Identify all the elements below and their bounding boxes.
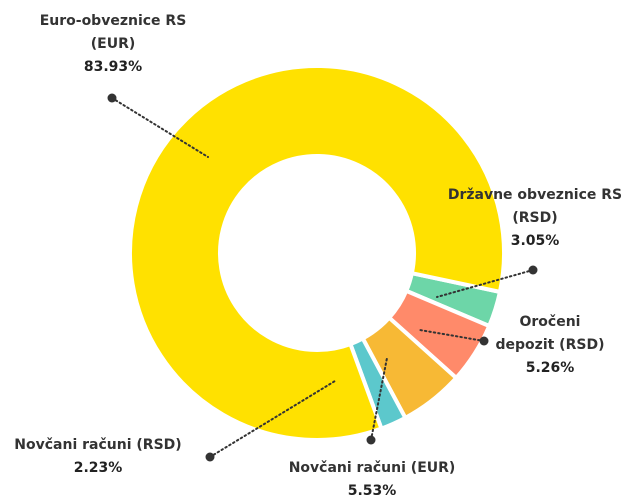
slice-value: 5.53% — [347, 483, 397, 499]
slice-value: 3.05% — [510, 233, 560, 249]
slice-label: Oročeni depozit (RSD) 5.26% — [493, 311, 607, 380]
slice-value: 83.93% — [83, 59, 143, 75]
slice-name: Novčani računi (EUR) — [288, 460, 456, 476]
slice-name: Oročeni depozit (RSD) — [495, 314, 605, 353]
leader-line — [209, 380, 336, 458]
slice-value: 2.23% — [73, 460, 123, 476]
leader-dot — [107, 93, 117, 103]
slice-value: 5.26% — [525, 360, 575, 376]
leader-line — [436, 269, 534, 298]
donut-slice — [128, 64, 506, 442]
slice-label: Euro-obveznice RS (EUR) 83.93% — [18, 10, 208, 79]
leader-line — [370, 357, 388, 441]
leader-line — [419, 329, 485, 342]
slice-name: Državne obveznice RS (RSD) — [447, 187, 623, 226]
slice-label: Novčani računi (EUR) 5.53% — [272, 457, 472, 503]
slice-label: Državne obveznice RS (RSD) 3.05% — [430, 184, 627, 253]
leader-dot — [205, 452, 215, 462]
slice-name: Novčani računi (RSD) — [14, 437, 182, 453]
leader-dot — [366, 435, 376, 445]
slice-label: Novčani računi (RSD) 2.23% — [0, 434, 196, 480]
leader-dot — [479, 336, 489, 346]
leader-line — [111, 97, 209, 158]
leader-dot — [528, 265, 538, 275]
slice-name: Euro-obveznice RS (EUR) — [39, 13, 187, 52]
